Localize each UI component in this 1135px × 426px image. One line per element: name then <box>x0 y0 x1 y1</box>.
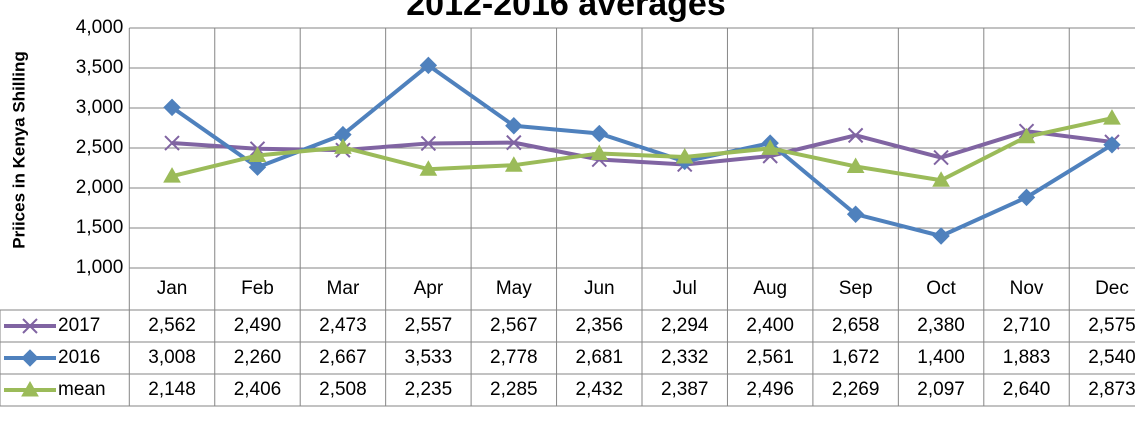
table-cell: 2,400 <box>746 315 794 336</box>
legend-label: 2017 <box>58 315 100 336</box>
marker <box>248 158 267 176</box>
marker <box>846 205 865 223</box>
y-tick-label: 3,000 <box>76 97 124 118</box>
marker <box>1017 188 1036 207</box>
y-axis-label: Priices in Kenya Shilling <box>9 51 28 248</box>
table-cell: 2,148 <box>148 379 196 400</box>
table-cell: 2,873 <box>1088 379 1135 400</box>
table-cell: 2,710 <box>1003 315 1051 336</box>
table-cell: 2,406 <box>234 379 282 400</box>
x-tick-label: Aug <box>753 278 787 299</box>
marker <box>1103 136 1121 154</box>
table-cell: 2,640 <box>1003 379 1051 400</box>
table-cell: 2,658 <box>832 315 880 336</box>
table-cell: 2,490 <box>234 315 282 336</box>
marker <box>1103 109 1121 125</box>
table-cell: 2,508 <box>319 379 367 400</box>
table-cell: 2,561 <box>746 347 794 368</box>
table-cell: 2,387 <box>661 379 709 400</box>
marker <box>164 135 180 151</box>
y-tick-label: 4,000 <box>76 17 124 38</box>
table-cell: 2,575 <box>1088 315 1135 336</box>
marker <box>675 148 694 164</box>
x-tick-label: Oct <box>926 278 956 299</box>
y-tick-label: 1,500 <box>76 217 124 238</box>
x-tick-label: Feb <box>241 278 274 299</box>
marker <box>933 149 949 166</box>
marker <box>163 167 181 183</box>
table-cell: 2,567 <box>490 315 538 336</box>
marker <box>506 134 522 151</box>
x-tick-label: Dec <box>1095 278 1129 299</box>
table-cell: 3,533 <box>405 347 453 368</box>
table-cell: 2,332 <box>661 347 709 368</box>
y-tick-label: 1,000 <box>76 257 124 278</box>
marker <box>846 157 865 173</box>
marker <box>419 56 438 75</box>
table-cell: 2,260 <box>234 347 282 368</box>
marker <box>505 117 523 135</box>
legend-marker <box>21 349 39 367</box>
marker <box>847 127 864 144</box>
legend-label: 2016 <box>58 347 100 368</box>
x-tick-label: Nov <box>1010 278 1044 299</box>
table-cell: 2,432 <box>576 379 624 400</box>
marker <box>163 98 181 117</box>
table-cell: 2,557 <box>405 315 453 336</box>
marker <box>420 135 437 152</box>
x-tick-label: Apr <box>414 278 444 299</box>
marker <box>761 139 780 155</box>
table-cell: 1,883 <box>1003 347 1051 368</box>
legend-label: mean <box>58 379 106 400</box>
marker <box>419 160 438 176</box>
legend-marker <box>22 318 38 334</box>
table-cell: 2,269 <box>832 379 880 400</box>
chart-title: 2012-2016 averages <box>406 0 726 23</box>
table-cell: 3,008 <box>148 347 196 368</box>
table-cell: 2,681 <box>576 347 624 368</box>
marker <box>590 124 608 143</box>
legend-marker <box>21 380 39 397</box>
y-tick-label: 2,000 <box>76 177 124 198</box>
marker <box>590 144 609 160</box>
y-tick-label: 2,500 <box>76 137 124 158</box>
series-line <box>171 116 1113 183</box>
table-cell: 2,562 <box>148 315 196 336</box>
table-cell: 2,540 <box>1088 347 1135 368</box>
table-cell: 2,356 <box>576 315 624 336</box>
x-tick-label: Jul <box>673 278 697 299</box>
table-cell: 2,473 <box>319 315 367 336</box>
table-cell: 2,285 <box>490 379 538 400</box>
x-tick-label: Jan <box>157 278 188 299</box>
table-cell: 1,400 <box>917 347 965 368</box>
table-cell: 2,667 <box>319 347 367 368</box>
table-cell: 2,235 <box>405 379 453 400</box>
table-cell: 1,672 <box>832 347 880 368</box>
table-cell: 2,496 <box>746 379 794 400</box>
table-cell: 2,294 <box>661 315 709 336</box>
x-tick-label: Jun <box>584 278 615 299</box>
series-line <box>170 63 1114 238</box>
x-tick-label: May <box>496 278 532 299</box>
x-tick-label: Mar <box>327 278 360 299</box>
y-tick-label: 3,500 <box>76 57 124 78</box>
marker <box>334 138 352 154</box>
marker <box>248 146 267 163</box>
table-cell: 2,380 <box>917 315 965 336</box>
marker <box>1017 127 1036 144</box>
table-cell: 2,097 <box>917 379 965 400</box>
x-tick-label: Sep <box>839 278 873 299</box>
table-cell: 2,778 <box>490 347 538 368</box>
marker <box>932 171 950 187</box>
marker <box>504 156 523 172</box>
marker <box>932 227 950 245</box>
